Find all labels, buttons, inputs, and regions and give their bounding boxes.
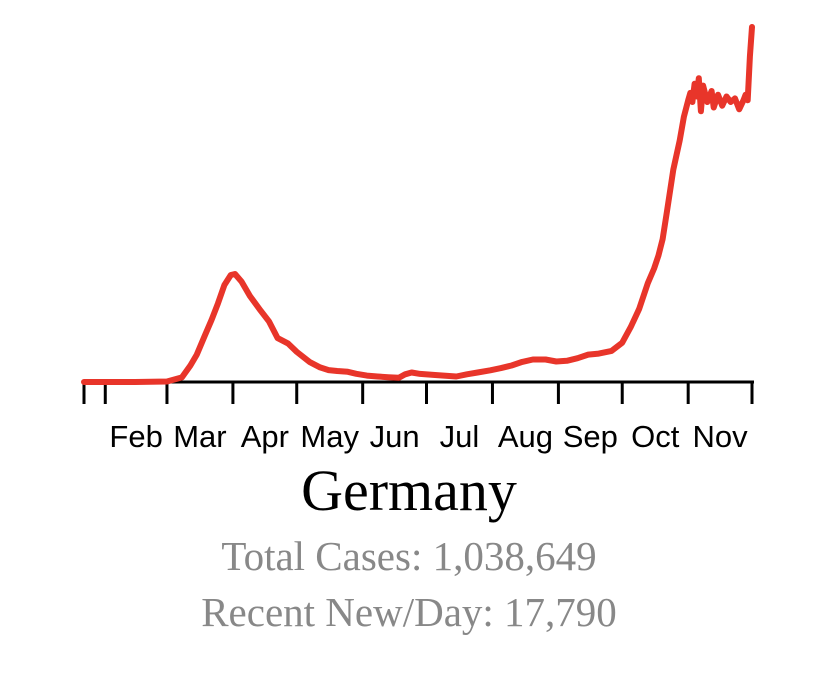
x-tick-label: Nov <box>693 419 749 454</box>
line-chart: Feb Mar Apr May Jun Jul Aug Sep Oct Nov <box>81 24 755 454</box>
x-tick-label: Jun <box>370 419 420 454</box>
series-line <box>81 24 755 385</box>
recent-new-per-day-stat: Recent New/Day: 17,790 <box>201 589 617 635</box>
series-group <box>81 24 755 385</box>
chart-title: Germany <box>301 458 517 523</box>
total-cases-stat: Total Cases: 1,038,649 <box>221 533 597 579</box>
x-tick-label: Sep <box>563 419 618 454</box>
x-tick-label: Jul <box>440 419 480 454</box>
x-tick-label: Feb <box>109 419 162 454</box>
x-tick-label: Mar <box>173 419 226 454</box>
x-tick-label: Oct <box>631 419 680 454</box>
x-tick-label: Apr <box>241 419 289 454</box>
x-axis: Feb Mar Apr May Jun Jul Aug Sep Oct Nov <box>82 380 754 454</box>
x-tick-label: May <box>300 419 359 454</box>
x-tick-label: Aug <box>498 419 553 454</box>
